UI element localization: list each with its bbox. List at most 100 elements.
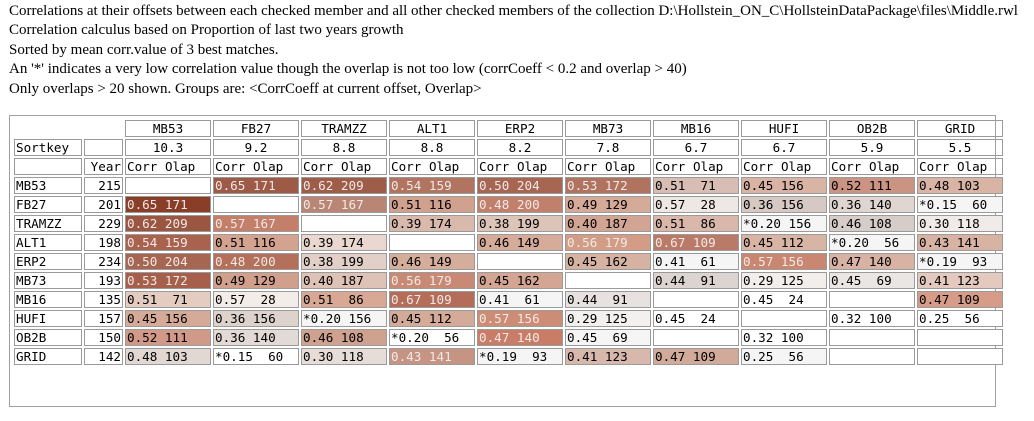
corr-olap-label: Corr Olap — [653, 158, 739, 175]
correlation-cell: 0.38 199 — [301, 253, 387, 270]
header-text: Correlations at their offsets between ea… — [9, 2, 1018, 99]
row-year: 234 — [84, 253, 123, 270]
row-name: TRAMZZ — [14, 215, 82, 232]
correlation-cell: *0.20 56 — [829, 234, 915, 251]
correlation-cell: 0.67 109 — [653, 234, 739, 251]
row-name: MB73 — [14, 272, 82, 289]
corr-label: Corr — [215, 159, 246, 174]
blank-cell — [14, 158, 82, 175]
sortkey-value: 8.8 — [389, 139, 475, 156]
column-header: HUFI — [741, 120, 827, 137]
column-header: OB2B — [829, 120, 915, 137]
row-year: 135 — [84, 291, 123, 308]
sortkey-value: 6.7 — [741, 139, 827, 156]
correlation-cell: 0.25 56 — [741, 348, 827, 365]
correlation-cell: 0.30 118 — [301, 348, 387, 365]
column-header: GRID — [917, 120, 1003, 137]
corr-label: Corr — [743, 159, 774, 174]
corr-olap-label: Corr Olap — [917, 158, 1003, 175]
olap-label: Olap — [516, 159, 548, 174]
correlation-cell: 0.65 171 — [125, 196, 211, 213]
row-year: 229 — [84, 215, 123, 232]
correlation-cell: 0.65 171 — [213, 177, 299, 194]
row-name: ERP2 — [14, 253, 82, 270]
correlation-cell: 0.38 199 — [477, 215, 563, 232]
correlation-cell — [917, 348, 1003, 365]
sortkey-value: 5.5 — [917, 139, 1003, 156]
correlation-cell: 0.41 123 — [565, 348, 651, 365]
correlation-cell: 0.50 204 — [477, 177, 563, 194]
correlation-cell: 0.56 179 — [565, 234, 651, 251]
column-header: MB53 — [125, 120, 211, 137]
row-year: 215 — [84, 177, 123, 194]
column-header: MB16 — [653, 120, 739, 137]
correlation-cell: *0.19 93 — [477, 348, 563, 365]
correlation-cell: 0.47 140 — [477, 329, 563, 346]
row-name: FB27 — [14, 196, 82, 213]
table-row: ERP2 234 0.50 204 0.48 200 0.38 199 0.46 149 0… — [14, 253, 1003, 270]
table-row: MB53 215 0.65 171 0.62 209 0.54 159 0.50 204 0… — [14, 177, 1003, 194]
correlation-cell: 0.46 149 — [477, 234, 563, 251]
table-row: MB73 193 0.53 172 0.49 129 0.40 187 0.56 179 0… — [14, 272, 1003, 289]
subheader-row: Year Corr Olap Corr Olap Corr Olap Corr Olap… — [14, 158, 1003, 175]
corr-olap-label: Corr Olap — [213, 158, 299, 175]
row-year: 150 — [84, 329, 123, 346]
correlation-cell — [389, 234, 475, 251]
correlation-cell — [125, 177, 211, 194]
olap-label: Olap — [428, 159, 460, 174]
correlation-cell: 0.51 86 — [653, 215, 739, 232]
correlation-cell: 0.43 141 — [917, 234, 1003, 251]
correlation-cell: *0.20 156 — [301, 310, 387, 327]
table-row: OB2B 150 0.52 111 0.36 140 0.46 108 *0.20 56 0… — [14, 329, 1003, 346]
sortkey-value: 5.9 — [829, 139, 915, 156]
correlation-cell: 0.45 69 — [565, 329, 651, 346]
correlation-cell: 0.45 162 — [565, 253, 651, 270]
corr-label: Corr — [391, 159, 422, 174]
correlation-cell: 0.57 156 — [477, 310, 563, 327]
correlation-cell: 0.46 108 — [301, 329, 387, 346]
column-header-row: MB53 FB27 TRAMZZ ALT1 ERP2 MB73 MB16 HUFI OB2B GR… — [14, 120, 1003, 137]
correlation-cell: 0.48 200 — [477, 196, 563, 213]
row-year: 193 — [84, 272, 123, 289]
correlation-cell: 0.51 71 — [653, 177, 739, 194]
row-year: 157 — [84, 310, 123, 327]
correlation-cell: 0.40 187 — [301, 272, 387, 289]
correlation-cell — [829, 291, 915, 308]
correlation-table: MB53 FB27 TRAMZZ ALT1 ERP2 MB73 MB16 HUFI OB2B GR… — [12, 118, 1005, 367]
correlation-cell: 0.45 112 — [389, 310, 475, 327]
sortkey-value: 7.8 — [565, 139, 651, 156]
corner-cell — [84, 120, 123, 137]
correlation-cell: 0.39 174 — [389, 215, 475, 232]
sortkey-value: 8.8 — [301, 139, 387, 156]
correlation-cell: 0.47 109 — [917, 291, 1003, 308]
correlation-cell: 0.49 129 — [565, 196, 651, 213]
row-year: 201 — [84, 196, 123, 213]
correlation-cell: 0.45 156 — [125, 310, 211, 327]
correlation-cell — [653, 329, 739, 346]
correlation-cell: 0.25 56 — [917, 310, 1003, 327]
sortkey-value: 6.7 — [653, 139, 739, 156]
sortkey-label: Sortkey — [14, 139, 82, 156]
olap-label: Olap — [164, 159, 196, 174]
corr-label: Corr — [831, 159, 862, 174]
correlation-cell: 0.41 61 — [477, 291, 563, 308]
correlation-cell: 0.47 109 — [653, 348, 739, 365]
correlation-cell: *0.15 60 — [213, 348, 299, 365]
column-header: TRAMZZ — [301, 120, 387, 137]
column-header: ALT1 — [389, 120, 475, 137]
correlation-cell: 0.32 100 — [829, 310, 915, 327]
correlation-cell: 0.46 149 — [389, 253, 475, 270]
correlation-cell: 0.46 108 — [829, 215, 915, 232]
correlation-cell: 0.45 24 — [741, 291, 827, 308]
blank-cell — [84, 139, 123, 156]
olap-label: Olap — [252, 159, 284, 174]
row-name: MB16 — [14, 291, 82, 308]
table-row: MB16 135 0.51 71 0.57 28 0.51 86 0.67 109 0.41… — [14, 291, 1003, 308]
header-line: An '*' indicates a very low correlation … — [9, 61, 687, 78]
row-year: 142 — [84, 348, 123, 365]
correlation-cell: 0.41 123 — [917, 272, 1003, 289]
year-label: Year — [84, 158, 123, 175]
row-year: 198 — [84, 234, 123, 251]
row-name: GRID — [14, 348, 82, 365]
correlation-cell: 0.43 141 — [389, 348, 475, 365]
